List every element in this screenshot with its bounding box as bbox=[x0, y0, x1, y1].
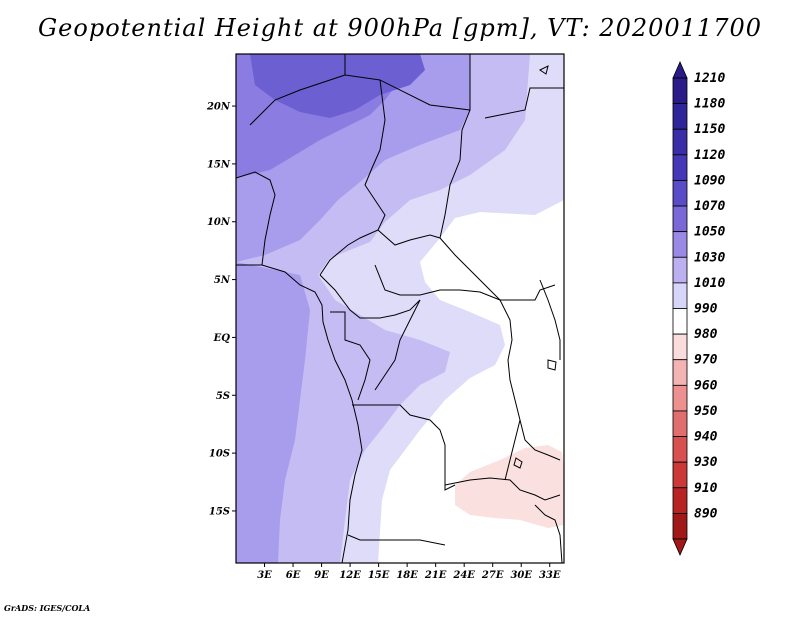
colorbar-label: 1210 bbox=[694, 71, 725, 86]
colorbar-swatch bbox=[672, 180, 688, 207]
drc-east bbox=[499, 299, 521, 481]
angola-border bbox=[352, 404, 456, 491]
colorbar-swatch bbox=[672, 231, 688, 258]
colorbar-swatch bbox=[672, 77, 688, 105]
colorbar-label: 1070 bbox=[694, 199, 725, 214]
lat-tick-label: 5S bbox=[216, 391, 230, 402]
lat-tick-label: 10N bbox=[207, 217, 231, 228]
car-border bbox=[377, 229, 556, 301]
sudan-border bbox=[439, 109, 471, 239]
colorbar-label: 950 bbox=[694, 404, 718, 419]
chad-sudan-border bbox=[319, 79, 386, 276]
cameroon-congo bbox=[319, 274, 421, 319]
colorbar-label: 910 bbox=[694, 481, 718, 496]
lat-tick-label: EQ bbox=[213, 333, 231, 344]
colorbar-label: 930 bbox=[694, 455, 718, 470]
colorbar-swatch bbox=[672, 461, 688, 489]
colorbar-label: 1010 bbox=[694, 276, 725, 291]
colorbar: 1210 1180 1150 1120 1090 1070 1050 1030 1010 990 9… bbox=[672, 61, 725, 556]
colorbar-swatch bbox=[672, 154, 688, 181]
zambia-border bbox=[444, 477, 561, 501]
nigeria-border bbox=[236, 171, 276, 266]
lon-tick-label: 3E bbox=[257, 570, 272, 581]
colorbar-label: 890 bbox=[694, 506, 718, 521]
colorbar-swatch bbox=[672, 384, 688, 412]
latitude-axis: 20N 15N 10N 5N EQ 5S 10S 15S bbox=[206, 102, 236, 517]
colorbar-label: 1180 bbox=[694, 97, 725, 112]
northeast-island bbox=[539, 65, 549, 75]
gabon-congo bbox=[330, 311, 371, 401]
lat-tick-label: 15N bbox=[207, 159, 231, 170]
colorbar-label: 960 bbox=[694, 378, 718, 393]
lat-tick-label: 15S bbox=[209, 506, 230, 517]
lon-tick-label: 33E bbox=[539, 570, 561, 581]
angola-south bbox=[347, 534, 446, 546]
colorbar-swatch bbox=[672, 103, 688, 130]
lon-tick-label: 15E bbox=[368, 570, 390, 581]
longitude-axis: 3E 6E 9E 12E 15E 18E 21E 24E 27E 30E 33E bbox=[257, 563, 561, 581]
colorbar-label: 980 bbox=[694, 327, 718, 342]
colorbar-swatch bbox=[672, 282, 688, 309]
lon-tick-label: 27E bbox=[481, 570, 504, 581]
lat-tick-label: 5N bbox=[214, 275, 231, 286]
libya-border bbox=[344, 54, 471, 111]
colorbar-swatch bbox=[672, 333, 688, 361]
lon-tick-label: 30E bbox=[510, 570, 532, 581]
lon-tick-label: 21E bbox=[424, 570, 447, 581]
lake-1 bbox=[513, 457, 523, 469]
field-band-1050 bbox=[236, 54, 470, 563]
colorbar-swatch bbox=[672, 512, 688, 540]
plot-frame bbox=[235, 53, 565, 564]
colorbar-label: 970 bbox=[694, 353, 718, 368]
colorbar-swatch bbox=[672, 487, 688, 514]
lat-tick-label: 10S bbox=[209, 449, 230, 460]
colorbar-swatch bbox=[672, 205, 688, 233]
eastern-coast bbox=[484, 87, 564, 119]
lat-tick-label: 20N bbox=[206, 102, 231, 113]
colorbar-swatch bbox=[672, 410, 688, 437]
colorbar-swatch bbox=[672, 359, 688, 386]
grads-credit: GrADS: IGES/COLA bbox=[4, 603, 91, 613]
lake-2 bbox=[547, 359, 557, 371]
colorbar-max-arrow bbox=[672, 61, 688, 79]
colorbar-swatch bbox=[672, 436, 688, 463]
colorbar-swatch bbox=[672, 256, 688, 284]
lon-tick-label: 12E bbox=[339, 570, 361, 581]
south-east bbox=[534, 504, 563, 563]
niger-chad-border bbox=[249, 74, 346, 126]
coastlines-borders bbox=[236, 54, 564, 563]
lon-tick-label: 24E bbox=[452, 570, 475, 581]
lon-tick-label: 9E bbox=[314, 570, 329, 581]
height-field bbox=[236, 54, 564, 563]
colorbar-label: 990 bbox=[694, 302, 718, 317]
colorbar-swatch bbox=[672, 128, 688, 156]
west-coast bbox=[236, 264, 363, 563]
east-lakes bbox=[519, 419, 561, 461]
lon-tick-label: 18E bbox=[396, 570, 418, 581]
lon-tick-label: 6E bbox=[286, 570, 301, 581]
congo-river bbox=[374, 299, 421, 391]
map-title: Geopotential Height at 900hPa [gpm], VT:… bbox=[38, 14, 762, 42]
colorbar-label: 1120 bbox=[694, 148, 725, 163]
colorbar-label: 1150 bbox=[694, 122, 725, 137]
east-border bbox=[539, 279, 561, 360]
field-band-1090 bbox=[250, 54, 425, 118]
colorbar-label: 940 bbox=[694, 430, 718, 445]
car-drc-border bbox=[374, 264, 501, 301]
colorbar-label: 1050 bbox=[694, 225, 725, 240]
colorbar-label: 1030 bbox=[694, 250, 725, 265]
colorbar-min-arrow bbox=[672, 538, 688, 556]
colorbar-label: 1090 bbox=[694, 173, 725, 188]
colorbar-swatch bbox=[672, 308, 688, 335]
